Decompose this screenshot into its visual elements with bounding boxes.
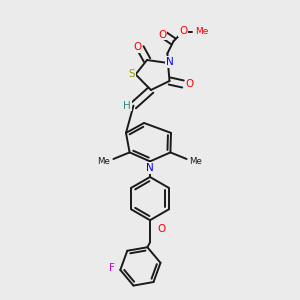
- Text: N: N: [146, 163, 154, 173]
- Text: O: O: [185, 79, 194, 89]
- Text: O: O: [179, 26, 187, 36]
- Text: F: F: [109, 263, 115, 273]
- Text: S: S: [129, 69, 135, 80]
- Text: Me: Me: [196, 27, 209, 36]
- Text: O: O: [133, 42, 142, 52]
- Text: Me: Me: [190, 157, 202, 166]
- Text: Me: Me: [98, 157, 110, 166]
- Text: H: H: [123, 100, 131, 111]
- Text: N: N: [166, 57, 174, 67]
- Text: O: O: [158, 224, 166, 235]
- Text: O: O: [158, 29, 166, 40]
